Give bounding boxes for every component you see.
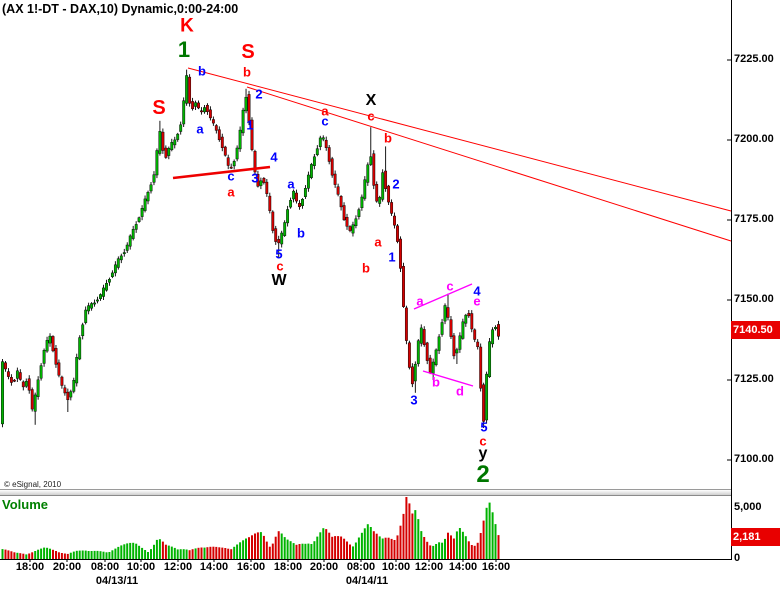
volume-tick-label: 0 bbox=[734, 552, 741, 564]
wave-label-a: a bbox=[374, 234, 382, 250]
wave-label-K: K bbox=[180, 15, 194, 37]
last-price-marker: 7140.50 bbox=[731, 321, 780, 340]
volume-tick-label: 5,000 bbox=[734, 501, 762, 513]
time-tick-label: 18:00 bbox=[273, 561, 303, 573]
volume-panel-label: Volume bbox=[2, 497, 48, 512]
price-tick-label: 7125.00 bbox=[734, 373, 774, 385]
wave-label-W: W bbox=[271, 272, 287, 289]
price-tick-label: 7200.00 bbox=[734, 133, 774, 145]
wave-label-a: a bbox=[416, 293, 424, 309]
wave-label-c: c bbox=[446, 278, 454, 294]
wave-label-3: 3 bbox=[410, 392, 418, 408]
price-tick-label: 7150.00 bbox=[734, 293, 774, 305]
time-tick-label: 20:00 bbox=[52, 561, 82, 573]
wave-label-5: 5 bbox=[480, 419, 488, 435]
price-tick-label: 7225.00 bbox=[734, 53, 774, 65]
time-tick-label: 08:00 bbox=[90, 561, 120, 573]
wave-label-S: S bbox=[241, 41, 255, 63]
wave-label-c: c bbox=[321, 113, 329, 129]
wave-label-a: a bbox=[321, 103, 329, 119]
wave-label-b: b bbox=[297, 225, 305, 241]
wave-label-b: b bbox=[432, 374, 440, 390]
time-tick-label: 16:00 bbox=[236, 561, 266, 573]
trendlines bbox=[172, 67, 732, 387]
candles bbox=[1, 69, 500, 428]
wave-label-a: a bbox=[196, 121, 204, 137]
time-tick-label: 12:00 bbox=[414, 561, 444, 573]
wave-label-2: 2 bbox=[255, 86, 263, 102]
wave-label-c: c bbox=[276, 258, 284, 274]
wave-label-b: b bbox=[243, 64, 251, 80]
wave-label-e: e bbox=[473, 293, 481, 309]
wave-label-4: 4 bbox=[473, 283, 481, 299]
volume-bars bbox=[1, 497, 500, 559]
wave-label-1: 1 bbox=[388, 249, 396, 265]
time-tick-label: 18:00 bbox=[15, 561, 45, 573]
wave-label-c: c bbox=[227, 168, 235, 184]
wave-label-5: 5 bbox=[275, 246, 283, 262]
wave-label-4: 4 bbox=[270, 149, 278, 165]
price-tick-label: 7175.00 bbox=[734, 213, 774, 225]
wave-label-2: 2 bbox=[476, 461, 490, 488]
time-tick-label: 20:00 bbox=[309, 561, 339, 573]
time-tick-label: 10:00 bbox=[126, 561, 156, 573]
time-tick-label: 10:00 bbox=[381, 561, 411, 573]
wave-label-d: d bbox=[456, 383, 464, 399]
chart-title: (AX 1!-DT - DAX,10) Dynamic,0:00-24:00 bbox=[2, 2, 239, 16]
panel-divider[interactable] bbox=[0, 489, 731, 496]
wave-label-b: b bbox=[198, 63, 206, 79]
wave-label-b: b bbox=[362, 260, 370, 276]
wave-label-S: S bbox=[152, 97, 166, 119]
time-tick-label: 14:00 bbox=[199, 561, 229, 573]
time-tick-label: 08:00 bbox=[346, 561, 376, 573]
wave-label-1: 1 bbox=[177, 37, 191, 62]
wave-label-c: c bbox=[479, 433, 487, 449]
wave-label-1: 1 bbox=[246, 117, 254, 133]
wave-label-3: 3 bbox=[251, 170, 259, 186]
last-volume-marker: 2,181 bbox=[731, 527, 780, 546]
wave-label-y: y bbox=[478, 445, 488, 462]
wave-label-a: a bbox=[227, 184, 235, 200]
time-tick-label: 12:00 bbox=[163, 561, 193, 573]
wave-label-2: 2 bbox=[392, 176, 400, 192]
wave-label-b: b bbox=[384, 130, 392, 146]
wave-label-c: c bbox=[367, 108, 375, 124]
wave-label-X: X bbox=[365, 92, 377, 109]
time-tick-label: 14:00 bbox=[448, 561, 478, 573]
date-label: 04/14/11 bbox=[345, 575, 389, 587]
time-tick-label: 16:00 bbox=[481, 561, 511, 573]
date-label: 04/13/11 bbox=[95, 575, 139, 587]
price-tick-label: 7100.00 bbox=[734, 453, 774, 465]
wave-label-a: a bbox=[287, 176, 295, 192]
copyright-text: © eSignal, 2010 bbox=[4, 480, 62, 489]
axis-lines bbox=[0, 0, 732, 562]
